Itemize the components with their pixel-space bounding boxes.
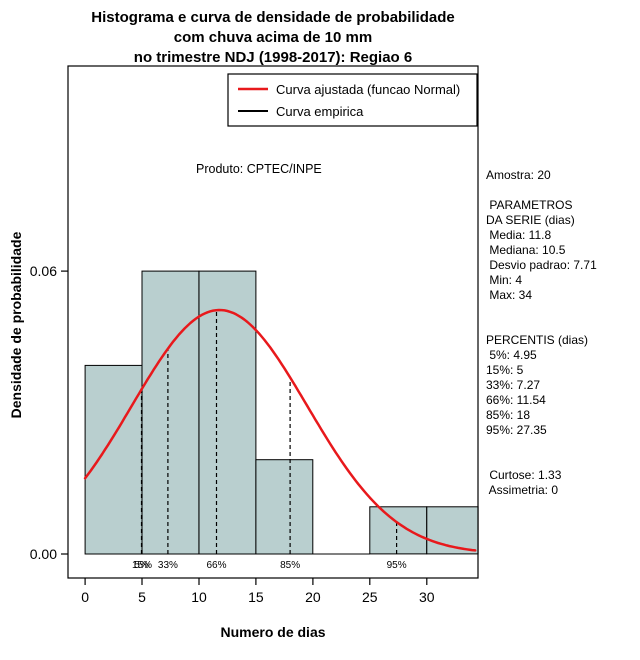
percentile-label: 66% [206,560,226,571]
x-tick-label: 5 [138,589,146,605]
stats-line: Media: 11.8 [486,228,552,242]
stats-line: Mediana: 10.5 [486,243,566,257]
percentile-label: 95% [387,560,407,571]
stats-line: Curtose: 1.33 [486,468,562,482]
percentile-label: 33% [158,560,178,571]
x-tick-label: 0 [81,589,89,605]
x-tick-label: 30 [419,589,435,605]
stats-line: Amostra: 20 [486,168,551,182]
stats-line: PERCENTIS (dias) [486,333,589,347]
stats-line: 66%: 11.54 [486,393,546,407]
stats-line [486,303,636,318]
plot-border [67,65,479,579]
stats-line: Desvio padrao: 7.71 [486,258,597,272]
chart-title-line3: no trimestre NDJ (1998-2017): Regiao 6 [133,49,413,66]
y-axis-label: Densidade de probabilidade [8,231,24,419]
annotation-produto: Produto: CPTEC/INPE [196,162,322,176]
x-axis-label: Numero de dias [220,624,326,640]
histogram-bar [141,270,200,555]
chart-title-line1: Histograma e curva de densidade de proba… [91,9,455,26]
chart-title-line2: com chuva acima de 10 mm [173,29,373,46]
stats-line: 95%: 27.35 [486,423,547,437]
stats-line: Assimetria: 0 [486,483,559,497]
histogram-bar [255,459,314,555]
histogram-bar [84,364,143,555]
stats-line: PARAMETROS [486,198,573,212]
stats-line [486,438,636,453]
stats-line [486,453,636,468]
normal-density-curve [83,308,477,552]
percentile-label: 5% [134,560,149,571]
x-tick-label: 15 [248,589,264,605]
stats-line: DA SERIE (dias) [486,213,575,227]
legend-label: Curva empirica [276,104,364,119]
stats-line: Min: 4 [486,273,523,287]
stats-line: 33%: 7.27 [486,378,541,392]
x-tick-label: 10 [191,589,207,605]
stats-line [486,183,636,198]
legend-box [227,73,478,127]
chart-title: Histograma e curva de densidade de proba… [0,8,546,68]
histogram-bar [369,506,428,555]
percentile-label: 15% [132,560,152,571]
legend-label: Curva ajustada (funcao Normal) [276,82,460,97]
y-tick-label: 0.00 [30,546,57,562]
stats-line: 85%: 18 [486,408,531,422]
y-tick-label: 0.06 [30,263,57,279]
stats-line: 15%: 5 [486,363,524,377]
stats-line [486,318,636,333]
stats-line: 5%: 4.95 [486,348,537,362]
x-tick-label: 25 [362,589,378,605]
histogram-bar [198,270,257,555]
stats-line: Max: 34 [486,288,533,302]
x-tick-label: 20 [305,589,321,605]
percentile-label: 85% [280,560,300,571]
stats-panel: Amostra: 20 PARAMETROS DA SERIE (dias) Me… [486,168,636,498]
